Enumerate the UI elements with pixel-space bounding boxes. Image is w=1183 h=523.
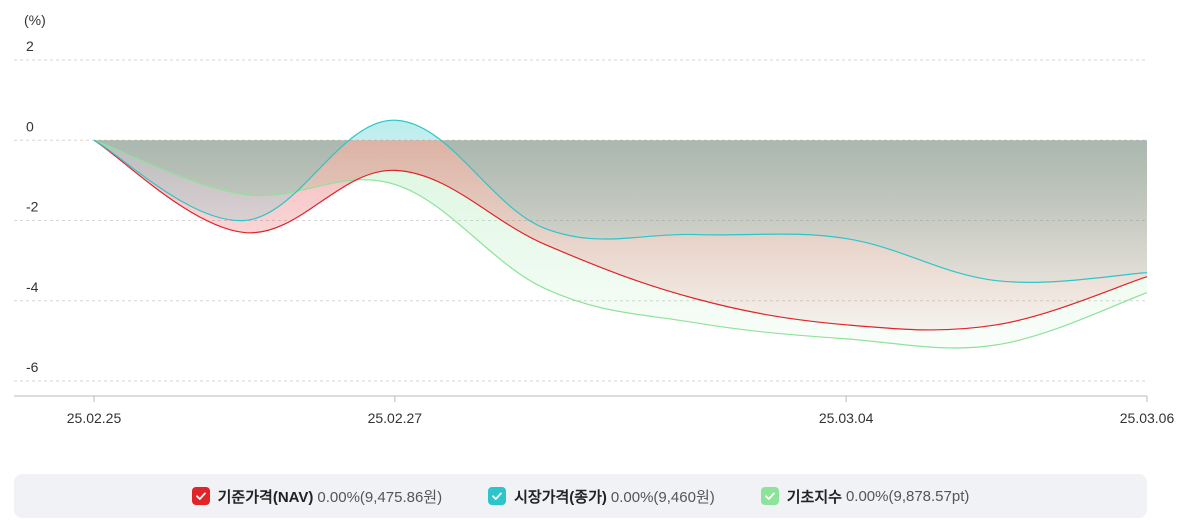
check-icon[interactable]	[488, 487, 507, 505]
x-tick-label: 25.03.06	[1120, 410, 1175, 426]
data-point	[996, 280, 997, 281]
data-point	[244, 194, 245, 195]
data-point	[394, 170, 395, 171]
data-point	[996, 344, 997, 345]
check-icon[interactable]	[191, 487, 210, 505]
data-point	[394, 120, 395, 121]
y-unit-label: (%)	[24, 12, 46, 28]
data-point	[1146, 276, 1147, 277]
series-line	[93, 139, 1148, 349]
legend: 기준가격(NAV) 0.00%(9,475.86원) 시장가격(종가) 0.00…	[14, 474, 1147, 518]
data-point	[846, 338, 847, 339]
legend-label: 기초지수	[786, 488, 842, 506]
legend-item-index[interactable]: 기초지수 0.00%(9,878.57pt)	[760, 486, 970, 507]
y-tick-label: -2	[26, 199, 39, 215]
series-line	[93, 139, 1148, 331]
y-tick-label: -4	[26, 279, 39, 295]
data-point	[695, 298, 696, 299]
series-area	[94, 120, 1147, 283]
data-point	[394, 184, 395, 185]
series-line	[93, 119, 1148, 283]
data-point	[846, 238, 847, 239]
x-tick-label: 25.02.27	[368, 410, 423, 426]
legend-value: 0.00%(9,878.57pt)	[845, 487, 970, 505]
y-tick-label: 0	[26, 118, 34, 134]
data-point	[846, 324, 847, 325]
check-icon[interactable]	[760, 487, 779, 505]
x-tick-label: 25.02.25	[67, 410, 122, 426]
data-point	[244, 232, 245, 233]
data-point	[1146, 292, 1147, 293]
data-point	[695, 322, 696, 323]
data-point	[545, 244, 546, 245]
legend-label: 시장가격(종가)	[514, 488, 607, 506]
data-point	[1146, 272, 1147, 273]
data-point	[996, 324, 997, 325]
data-point	[545, 288, 546, 289]
legend-label: 기준가격(NAV)	[217, 488, 314, 506]
data-point	[244, 220, 245, 221]
data-point	[93, 140, 94, 141]
data-point	[695, 234, 696, 235]
legend-value: 0.00%(9,475.86원)	[317, 488, 443, 506]
y-tick-label: -6	[26, 359, 39, 375]
legend-item-nav[interactable]: 기준가격(NAV) 0.00%(9,475.86원)	[191, 486, 443, 507]
y-tick-label: 2	[26, 38, 34, 54]
legend-item-market[interactable]: 시장가격(종가) 0.00%(9,460원)	[488, 486, 715, 507]
x-tick-label: 25.03.04	[819, 410, 874, 426]
data-point	[545, 228, 546, 229]
legend-value: 0.00%(9,460원)	[610, 488, 715, 506]
line-chart: 2 0 -2 -4 -6 25.02.25 25.02.27 25.03.04 25.03.06	[14, 38, 1175, 426]
